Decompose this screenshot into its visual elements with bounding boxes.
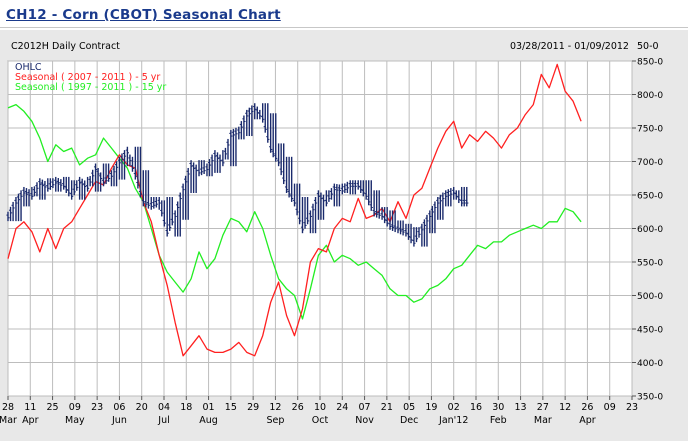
x-tick-label: 12 bbox=[559, 402, 571, 413]
x-tick-label: 19 bbox=[425, 402, 437, 413]
ohlc-series bbox=[6, 103, 469, 247]
x-tick-label: 23 bbox=[626, 402, 638, 413]
page-title[interactable]: CH12 - Corn (CBOT) Seasonal Chart bbox=[6, 4, 281, 26]
x-tick-label: 15 bbox=[225, 402, 237, 413]
x-month-label: Sep bbox=[266, 415, 284, 426]
x-tick-label: 12 bbox=[269, 402, 281, 413]
legend-seasonal-5yr: Seasonal ( 2007 - 2011 ) - 5 yr bbox=[15, 72, 160, 83]
x-tick-label: 20 bbox=[136, 402, 148, 413]
x-tick-label: 02 bbox=[448, 402, 460, 413]
y-tick-label: 700-0 bbox=[637, 158, 663, 168]
x-tick-label: 01 bbox=[203, 402, 215, 413]
contract-label: C2012H Daily Contract bbox=[11, 41, 120, 52]
y-tick-label: 850-0 bbox=[637, 58, 663, 68]
x-axis: 28 Mar 11 Apr 25 09 May 23 06 Jun 20 04 Jul 18 01 Aug 15… bbox=[0, 396, 638, 426]
x-tick-label: 25 bbox=[47, 402, 59, 413]
corner-label: 50-0 bbox=[637, 41, 659, 52]
y-tick-label: 500-0 bbox=[637, 292, 663, 302]
x-month-label: Jun bbox=[111, 415, 127, 426]
page-title-link[interactable]: CH12 - Corn (CBOT) Seasonal Chart bbox=[6, 7, 281, 23]
x-tick-label: 23 bbox=[91, 402, 103, 413]
x-month-label: Feb bbox=[490, 415, 507, 426]
x-tick-label: 28 bbox=[2, 402, 14, 413]
x-tick-label: 26 bbox=[292, 402, 304, 413]
grid-lines bbox=[7, 60, 633, 397]
x-month-label: May bbox=[65, 415, 85, 426]
legend: OHLC Seasonal ( 2007 - 2011 ) - 5 yr Sea… bbox=[15, 62, 166, 93]
x-month-label: Mar bbox=[534, 415, 552, 426]
x-tick-label: 26 bbox=[581, 402, 593, 413]
x-tick-label: 13 bbox=[515, 402, 527, 413]
x-tick-label: 06 bbox=[113, 402, 125, 413]
y-tick-label: 450-0 bbox=[637, 326, 663, 336]
seasonal-chart: C2012H Daily Contract 03/28/2011 - 01/09… bbox=[0, 41, 663, 426]
y-tick-label: 600-0 bbox=[637, 225, 663, 235]
x-month-label: Mar bbox=[0, 415, 17, 426]
y-tick-label: 800-0 bbox=[637, 91, 663, 101]
x-month-label: Apr bbox=[579, 415, 596, 426]
x-tick-label: 27 bbox=[537, 402, 549, 413]
x-tick-label: 09 bbox=[69, 402, 81, 413]
x-tick-label: 29 bbox=[247, 402, 259, 413]
y-axis: 350-0 400-0 450-0 500-0 550-0 600-0 650-0 700-0… bbox=[632, 58, 663, 403]
x-tick-label: 10 bbox=[314, 402, 326, 413]
x-tick-label: 11 bbox=[24, 402, 36, 413]
y-tick-label: 650-0 bbox=[637, 192, 663, 202]
x-month-label: Aug bbox=[199, 415, 218, 426]
x-tick-label: 05 bbox=[403, 402, 415, 413]
x-month-label: Jan'12 bbox=[438, 415, 468, 426]
date-range-label: 03/28/2011 - 01/09/2012 bbox=[510, 41, 629, 52]
y-tick-label: 350-0 bbox=[637, 393, 663, 403]
x-tick-label: 04 bbox=[158, 402, 170, 413]
x-month-label: Oct bbox=[312, 415, 329, 426]
chart-panel: C2012H Daily Contract 03/28/2011 - 01/09… bbox=[0, 30, 688, 441]
x-tick-label: 07 bbox=[359, 402, 371, 413]
x-month-label: Jul bbox=[157, 415, 169, 426]
legend-seasonal-15yr: Seasonal ( 1997 - 2011 ) - 15 yr bbox=[15, 82, 166, 93]
y-tick-label: 550-0 bbox=[637, 259, 663, 269]
x-tick-label: 21 bbox=[381, 402, 393, 413]
x-month-label: Apr bbox=[22, 415, 39, 426]
y-tick-label: 400-0 bbox=[637, 359, 663, 369]
y-tick-label: 750-0 bbox=[637, 125, 663, 135]
x-tick-label: 30 bbox=[492, 402, 504, 413]
series-line-seasonal-15yr bbox=[7, 103, 582, 320]
title-divider bbox=[0, 27, 688, 28]
legend-ohlc: OHLC bbox=[15, 62, 42, 73]
x-tick-label: 16 bbox=[470, 402, 482, 413]
series-layer bbox=[6, 63, 582, 357]
x-tick-label: 18 bbox=[180, 402, 192, 413]
x-month-label: Dec bbox=[400, 415, 418, 426]
x-month-label: Nov bbox=[355, 415, 374, 426]
x-tick-label: 09 bbox=[604, 402, 616, 413]
x-tick-label: 24 bbox=[336, 402, 348, 413]
